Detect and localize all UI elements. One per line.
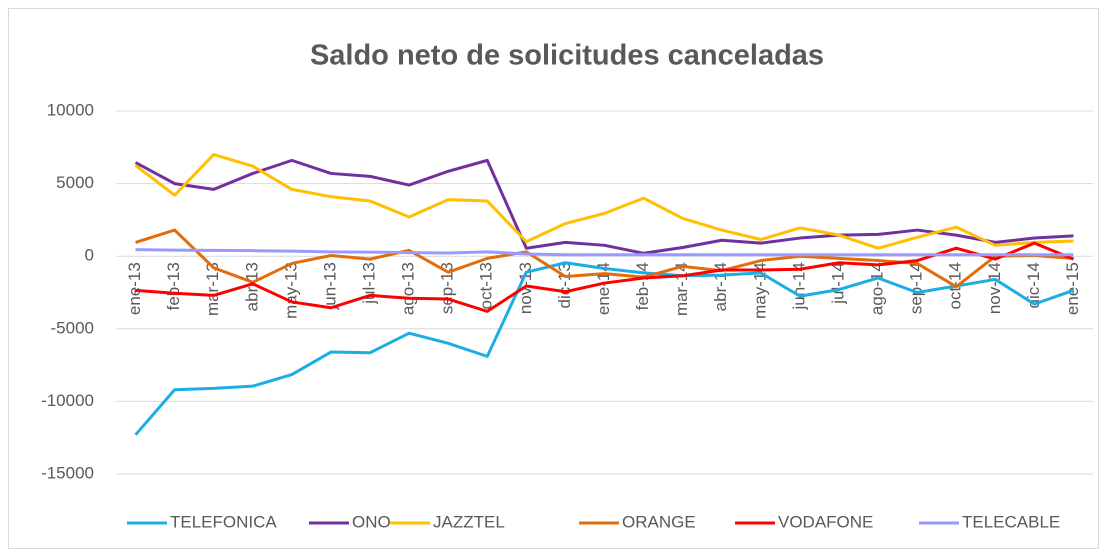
x-tick-label: jun-13: [320, 262, 339, 310]
chart-title: Saldo neto de solicitudes canceladas: [310, 40, 824, 72]
x-tick-label: ago-13: [399, 262, 418, 315]
legend-label: TELEFONICA: [170, 512, 277, 531]
x-tick-label: dic-14: [1024, 262, 1043, 308]
series-line: [134, 261, 1074, 436]
series-line: [134, 158, 1074, 255]
x-tick-label: jul-13: [360, 262, 379, 305]
x-tick-label: feb-14: [633, 262, 652, 310]
x-tick-label: sep-14: [907, 262, 926, 314]
x-tick-label: mar-14: [672, 262, 691, 316]
y-tick-label: 10000: [47, 100, 94, 119]
y-tick-label: 5000: [56, 173, 94, 192]
x-tick-label: abr-13: [242, 262, 261, 311]
legend-label: TELECABLE: [962, 512, 1060, 531]
x-tick-label: may-13: [281, 262, 300, 319]
x-tick-label: jul-14: [828, 262, 847, 305]
x-tick-label: dic-13: [555, 262, 574, 308]
legend-label: JAZZTEL: [433, 512, 505, 531]
x-tick-label: ene-15: [1063, 262, 1082, 315]
y-tick-label: -5000: [51, 318, 94, 337]
x-tick-label: ago-14: [868, 262, 887, 315]
x-tick-label: oct-13: [477, 262, 496, 309]
chart-border: [8, 8, 1099, 549]
y-tick-label: -15000: [41, 463, 94, 482]
series-line: [135, 241, 1075, 313]
x-tick-label: mar-13: [203, 262, 222, 316]
series-line: [134, 153, 1074, 250]
y-tick-label: -10000: [41, 391, 94, 410]
legend-label: VODAFONE: [778, 512, 873, 531]
legend-label: ORANGE: [622, 512, 696, 531]
x-tick-label: feb-13: [164, 262, 183, 310]
series-line: [135, 248, 1074, 257]
x-tick-label: ene-13: [125, 262, 144, 315]
legend-label: ONO: [352, 512, 391, 531]
y-tick-label: 0: [85, 246, 94, 265]
x-tick-label: nov-14: [985, 262, 1004, 314]
series-line: [135, 228, 1074, 289]
x-tick-label: jun-14: [789, 262, 808, 310]
